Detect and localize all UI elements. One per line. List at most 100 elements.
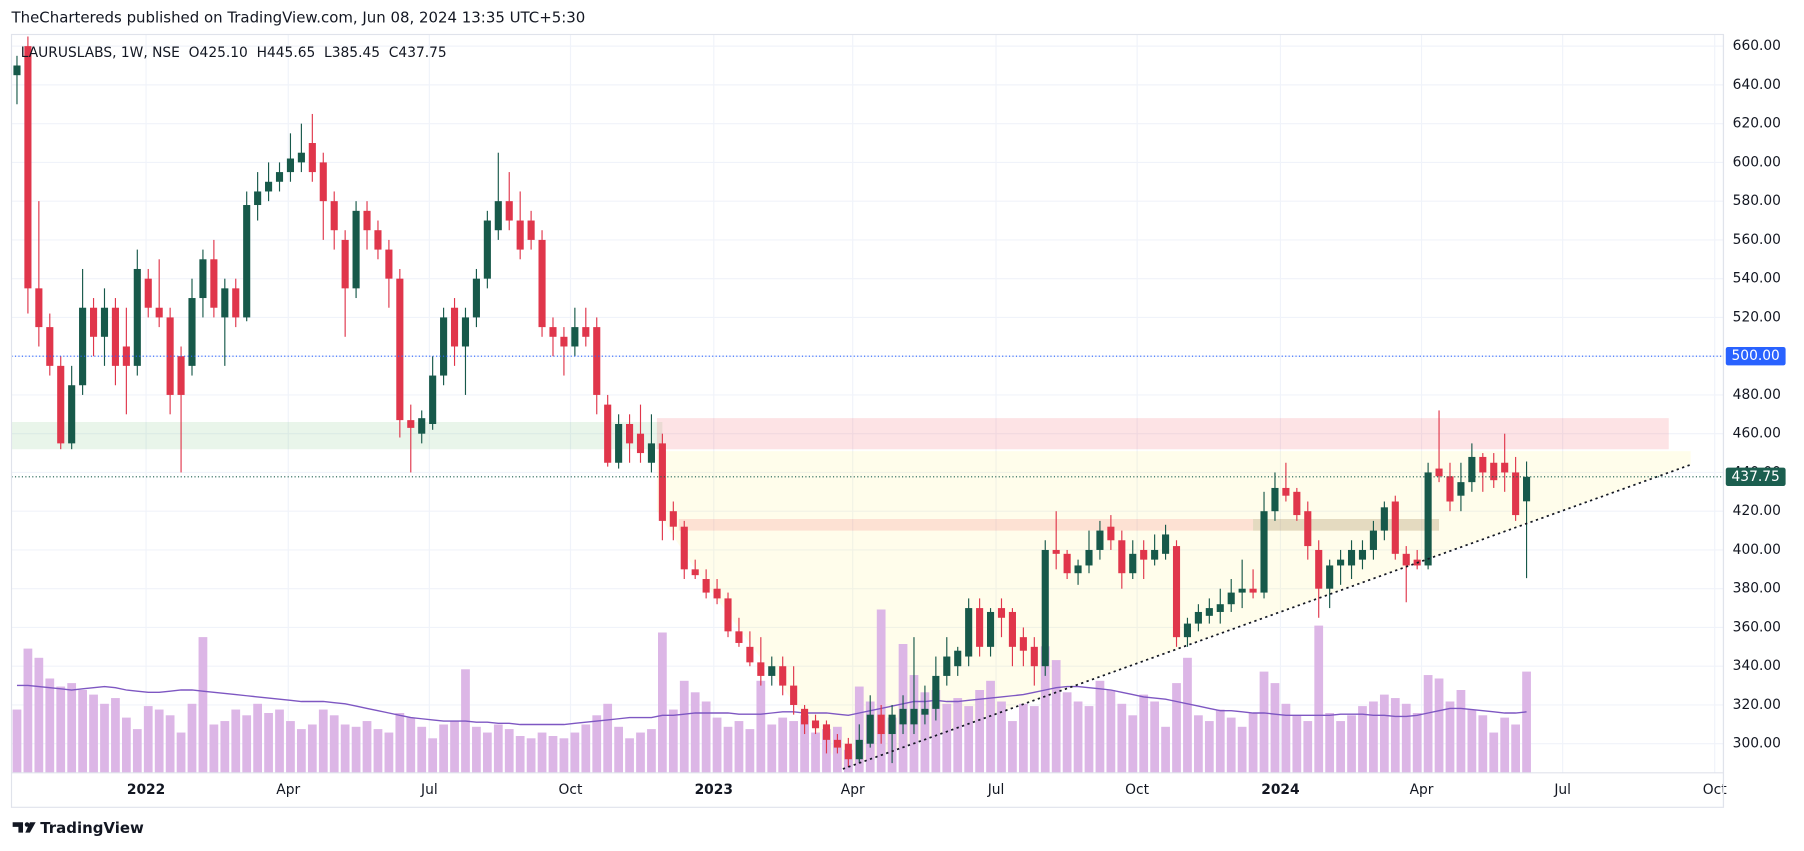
volume-bar <box>625 738 634 773</box>
volume-bar <box>515 736 525 773</box>
volume-bar <box>1358 706 1367 773</box>
volume-bar <box>1478 715 1488 773</box>
candle-body <box>1216 604 1224 612</box>
candle-body <box>13 65 21 76</box>
volume-bar <box>56 686 66 773</box>
candle-body <box>1008 611 1016 647</box>
volume-bar <box>592 715 602 773</box>
volume-bar <box>636 732 645 773</box>
price-label-bg <box>1725 467 1786 487</box>
volume-bar <box>1084 706 1094 773</box>
volume-bar <box>78 690 87 773</box>
candle-body <box>330 201 338 231</box>
candle-body <box>855 739 863 760</box>
price-label-bg <box>1725 346 1786 366</box>
candle-body <box>527 220 535 240</box>
volume-bar <box>154 709 164 773</box>
volume-bar <box>275 709 284 773</box>
candle-body <box>177 356 185 395</box>
candle-body <box>669 511 677 527</box>
candle-body <box>801 708 809 725</box>
volume-bar <box>1161 726 1170 773</box>
volume-bar <box>1194 715 1203 773</box>
candle-body <box>472 278 480 318</box>
y-tick-label: 540.00 <box>1733 271 1781 287</box>
x-tick-label: Oct <box>1703 782 1727 798</box>
volume-bar <box>1423 675 1433 773</box>
candle-body <box>910 708 918 725</box>
candle-body <box>1151 549 1159 560</box>
candle-body <box>221 288 229 318</box>
volume-bar <box>23 648 33 773</box>
volume-bar <box>559 738 569 773</box>
volume-bar <box>1018 703 1028 773</box>
candle-body <box>363 210 371 231</box>
candle-body <box>1249 588 1257 593</box>
volume-bar <box>1029 706 1039 773</box>
candle-body <box>1063 553 1071 574</box>
candle-body <box>921 708 929 715</box>
volume-bar <box>1500 717 1510 773</box>
volume-bar <box>603 703 613 773</box>
volume-bar <box>307 724 317 773</box>
candle-body <box>1041 549 1049 667</box>
x-tick-label: Jul <box>420 782 438 798</box>
volume-bar <box>1292 715 1302 773</box>
y-tick-label: 320.00 <box>1733 697 1781 713</box>
y-tick-label: 640.00 <box>1733 77 1781 93</box>
candle-body <box>199 259 207 299</box>
candle-body <box>155 307 163 318</box>
volume-bar <box>668 709 678 773</box>
legend: LAURUSLABS, 1W, NSE O425.10 H445.65 L385… <box>21 45 447 61</box>
candle-body <box>166 317 174 395</box>
volume-bar <box>800 715 809 773</box>
candle-body <box>232 288 240 318</box>
header: TheChartereds published on TradingView.c… <box>11 8 586 26</box>
volume-bar <box>1128 715 1138 773</box>
volume-bar <box>723 726 733 773</box>
x-tick-label: Apr <box>841 782 865 798</box>
volume-bar <box>1281 703 1291 773</box>
volume-bar <box>745 729 755 773</box>
volume-bar <box>1040 646 1050 773</box>
candle-body <box>1358 549 1367 560</box>
volume-bar <box>297 729 306 773</box>
volume-bar <box>1347 715 1356 773</box>
volume-bar <box>176 732 186 773</box>
volume-bar <box>165 715 175 773</box>
zone <box>1253 518 1440 531</box>
candle-body <box>1238 588 1246 593</box>
candle-body <box>735 631 743 643</box>
x-tick-label: 2022 <box>127 782 165 798</box>
candle-body <box>1118 540 1126 574</box>
candle-body <box>1030 646 1038 667</box>
x-tick-label: Apr <box>1410 782 1434 798</box>
x-tick-label: Apr <box>276 782 300 798</box>
candle-body <box>680 526 688 570</box>
volume-bar <box>1303 721 1313 773</box>
volume-bar <box>581 724 591 773</box>
candle-body <box>746 646 754 663</box>
candle-body <box>461 317 470 347</box>
y-tick-label: 580.00 <box>1733 193 1781 209</box>
volume-bar <box>472 726 481 773</box>
candle-body <box>593 327 601 395</box>
candle-body <box>636 433 645 454</box>
candle-body <box>888 714 896 735</box>
candle-body <box>724 598 732 632</box>
panes: 300.00 320.00 340.00 360.00 380.00 400.00 420.… <box>11 34 1781 798</box>
y-tick-label: 560.00 <box>1733 232 1781 248</box>
candle-body <box>1490 462 1498 481</box>
candle-body <box>1369 530 1377 550</box>
volume-bar <box>570 732 580 773</box>
volume-bar <box>789 721 799 773</box>
volume-bar <box>132 729 142 773</box>
candle-body <box>1468 456 1476 483</box>
volume-bar <box>67 683 77 773</box>
volume-bar <box>647 729 656 773</box>
candle-body <box>297 152 305 163</box>
volume-bar <box>537 732 547 773</box>
y-tick-label: 420.00 <box>1733 503 1781 519</box>
y-tick-label: 660.00 <box>1733 38 1781 54</box>
